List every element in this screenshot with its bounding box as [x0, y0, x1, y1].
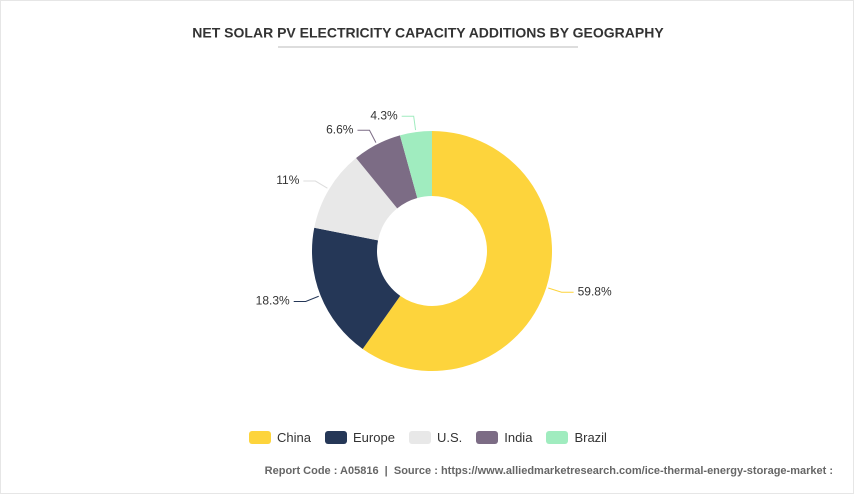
footer: Report Code : A05816 | Source : https://… [264, 465, 833, 477]
data-label: 11% [276, 173, 299, 187]
legend-label: China [277, 430, 312, 445]
leader-line [303, 180, 328, 189]
leader-line [548, 287, 574, 293]
legend-item[interactable]: Brazil [546, 430, 607, 445]
donut-slice [399, 131, 432, 198]
legend-item[interactable]: China [249, 430, 311, 445]
data-label: 59.8% [578, 284, 612, 298]
data-label: 18.3% [256, 294, 290, 308]
donut-slice [356, 135, 418, 209]
data-label: 6.6% [326, 122, 354, 136]
legend-label: Europe [353, 430, 395, 445]
legend-label: Brazil [574, 430, 607, 445]
legend-swatch [476, 431, 499, 444]
leader-line [293, 295, 319, 302]
legend-item[interactable]: Europe [325, 430, 395, 445]
donut-slice [362, 131, 553, 371]
legend-swatch [249, 431, 272, 444]
legend-swatch [546, 431, 569, 444]
legend-swatch [325, 431, 348, 444]
donut-slice [312, 227, 401, 349]
data-label: 4.3% [370, 108, 398, 122]
legend-item[interactable]: U.S. [408, 430, 463, 445]
legend-label: U.S. [436, 430, 463, 445]
leader-line [357, 129, 377, 143]
leader-line [401, 115, 417, 131]
legend-swatch [408, 431, 431, 444]
legend: China Europe U.S. India Brazil [1, 430, 853, 445]
legend-item[interactable]: India [476, 430, 532, 445]
legend-label: India [504, 430, 533, 445]
donut-slice [314, 158, 398, 241]
chart-title: NET SOLAR PV ELECTRICITY CAPACITY ADDITI… [192, 25, 664, 41]
